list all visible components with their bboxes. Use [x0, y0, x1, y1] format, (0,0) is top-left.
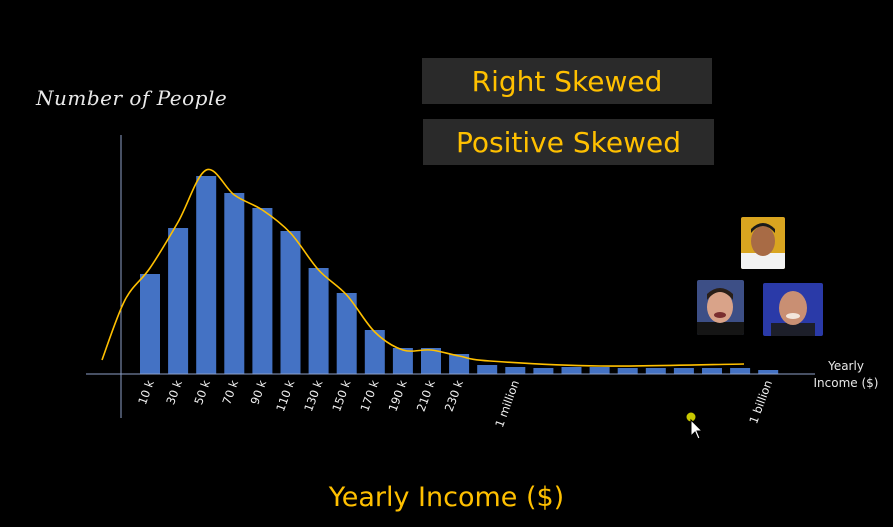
- x-tick-label: 170 k: [357, 378, 381, 413]
- bar: [589, 367, 610, 374]
- bar: [645, 368, 666, 374]
- density-curve: [101, 168, 745, 367]
- axes: [86, 135, 815, 418]
- bar: [364, 330, 385, 374]
- x-tick-label: 10 k: [135, 378, 157, 407]
- bar: [140, 274, 160, 374]
- x-tick-label: 230 k: [442, 378, 466, 413]
- x-tick-label: 90 k: [248, 378, 270, 407]
- bar: [477, 365, 498, 374]
- x-axis-unit-label: Yearly Income ($): [813, 359, 879, 390]
- bar: [168, 228, 189, 374]
- x-tick-label: 1 billion: [746, 378, 775, 425]
- x-tick-label: 150 k: [329, 378, 353, 413]
- bar: [421, 348, 441, 374]
- bar: [533, 368, 554, 374]
- bar: [336, 293, 357, 374]
- x-tick-label: 110 k: [273, 378, 297, 413]
- x-tick-label: 50 k: [191, 378, 213, 407]
- bar: [758, 370, 779, 374]
- person-portrait-icon: [763, 283, 823, 336]
- bar: [196, 176, 217, 374]
- x-tick-label: 70 k: [219, 378, 241, 407]
- bar-series: [140, 176, 779, 374]
- bar: [673, 368, 694, 374]
- bar: [617, 368, 638, 374]
- bar: [280, 231, 301, 374]
- bar: [730, 368, 751, 374]
- x-tick-labels: 10 k 30 k 50 k 70 k 90 k 110 k 130 k 150 k 170 k…: [135, 378, 775, 429]
- x-tick-label: 30 k: [163, 378, 185, 407]
- bar: [252, 208, 273, 374]
- x-tick-label: 210 k: [414, 378, 438, 413]
- person-portrait-icon: [697, 280, 744, 335]
- right-skewed-label: Right Skewed: [422, 58, 712, 104]
- x-tick-label: 1 million: [492, 378, 522, 429]
- bar: [224, 193, 245, 374]
- bar: [702, 368, 722, 374]
- bar: [392, 348, 413, 374]
- positive-skewed-label: Positive Skewed: [423, 119, 714, 165]
- x-axis-title: Yearly Income ($): [328, 482, 565, 513]
- bar: [308, 268, 329, 374]
- bar: [449, 354, 470, 374]
- x-tick-label: 190 k: [386, 378, 410, 413]
- mouse-pointer-icon: [686, 412, 704, 444]
- y-axis-label: Number of People: [36, 86, 228, 110]
- bar: [561, 367, 582, 374]
- person-portrait-icon: [741, 217, 785, 269]
- x-tick-label: 130 k: [301, 378, 325, 413]
- bar: [505, 367, 526, 374]
